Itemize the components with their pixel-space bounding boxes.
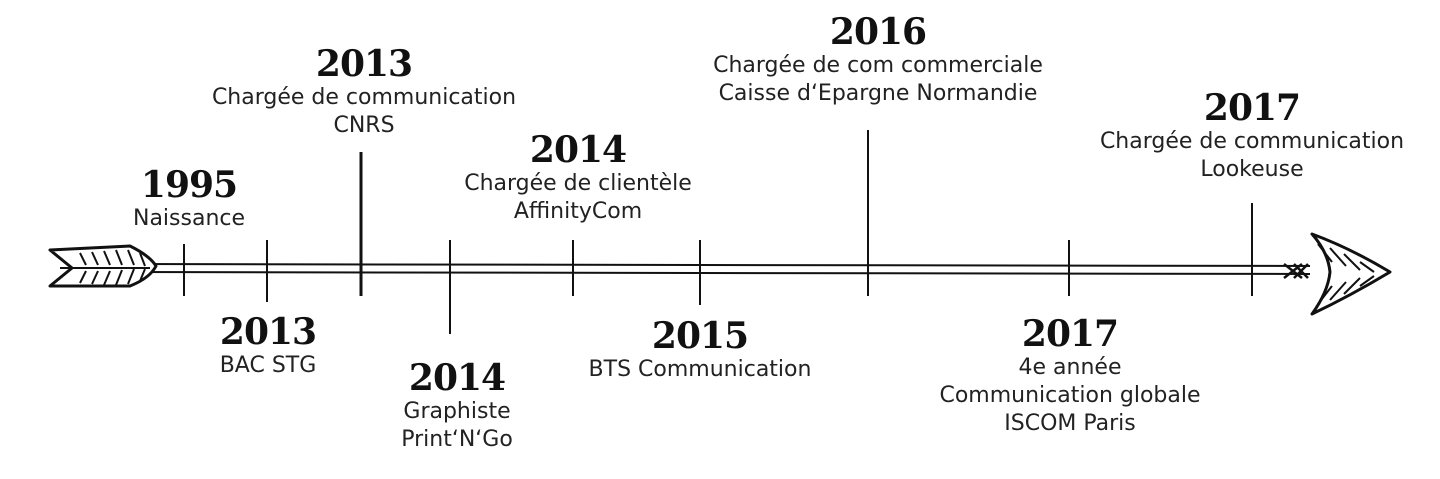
event-2013-cnrs: 2013 Chargée de communication CNRS bbox=[212, 44, 516, 140]
event-label: Lookeuse bbox=[1200, 157, 1304, 182]
event-label: AffinityCom bbox=[513, 199, 643, 224]
event-label: Graphiste bbox=[403, 399, 511, 424]
event-2013-bac: 2013 BAC STG bbox=[220, 312, 317, 380]
event-label: Chargée de communication bbox=[211, 85, 517, 110]
event-year: 2016 bbox=[829, 11, 927, 53]
event-label: Caisse d‘Epargne Normandie bbox=[718, 81, 1038, 106]
event-label: Print‘N‘Go bbox=[401, 427, 513, 452]
timeline-ticks bbox=[183, 130, 1253, 334]
event-label: BTS Communication bbox=[588, 357, 812, 382]
event-2017-lookeuse: 2017 Chargée de communication Lookeuse bbox=[1100, 88, 1404, 184]
event-label: 4e année bbox=[1018, 355, 1122, 380]
event-label: ISCOM Paris bbox=[1004, 411, 1136, 436]
event-year: 2013 bbox=[219, 311, 317, 353]
event-label: Chargée de com commerciale bbox=[713, 53, 1043, 78]
event-year: 2014 bbox=[529, 129, 627, 171]
event-year: 2017 bbox=[1203, 87, 1301, 129]
event-year: 2013 bbox=[315, 43, 413, 85]
event-year: 1995 bbox=[140, 164, 238, 206]
arrow-head bbox=[1283, 232, 1392, 316]
event-label: BAC STG bbox=[219, 353, 317, 378]
event-label: Naissance bbox=[132, 206, 246, 231]
event-2015: 2015 BTS Communication bbox=[589, 316, 812, 384]
event-2014-clientele: 2014 Chargée de clientèle AffinityCom bbox=[464, 130, 692, 226]
event-year: 2015 bbox=[651, 315, 749, 357]
event-label: Communication globale bbox=[939, 383, 1201, 408]
event-label: Chargée de clientèle bbox=[464, 171, 692, 196]
event-2017-iscom: 2017 4e année Communication globale ISCO… bbox=[939, 314, 1200, 438]
event-2014-graphiste: 2014 Graphiste Print‘N‘Go bbox=[401, 358, 513, 454]
event-year: 2017 bbox=[1021, 313, 1119, 355]
event-year: 2014 bbox=[408, 357, 506, 399]
event-2016: 2016 Chargée de com commerciale Caisse d… bbox=[713, 12, 1043, 108]
arrow-fletching bbox=[48, 244, 158, 288]
event-label: CNRS bbox=[333, 113, 395, 138]
event-1995: 1995 Naissance bbox=[133, 165, 245, 233]
event-label: Chargée de communication bbox=[1099, 129, 1405, 154]
